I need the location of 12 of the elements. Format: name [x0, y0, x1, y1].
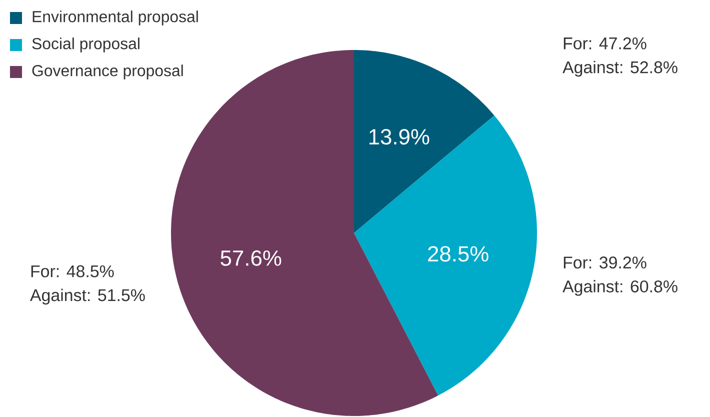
data-label: 28.5%: [428, 246, 488, 262]
legend-label: Environmental proposal: [32, 10, 198, 26]
legend-label: Social proposal: [32, 38, 140, 52]
data-label: 13.9%: [369, 129, 430, 145]
text: Against: 51.5%: [30, 288, 145, 305]
data-label: 57.6%: [220, 250, 282, 266]
text: Against: 52.8%: [562, 60, 678, 77]
text: For: 48.5%: [31, 265, 114, 278]
text: Against: 60.8%: [562, 280, 678, 296]
text: For: 39.2%: [564, 256, 646, 269]
legend-label: Governance proposal: [32, 64, 183, 80]
text: For: 47.2%: [564, 37, 646, 50]
